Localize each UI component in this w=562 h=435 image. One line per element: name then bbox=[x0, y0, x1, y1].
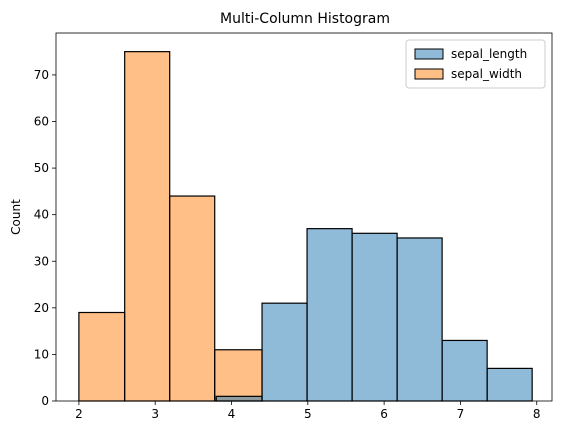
legend: sepal_length sepal_width bbox=[405, 39, 546, 89]
x-tick-label: 7 bbox=[457, 407, 465, 421]
sepal-length-bar bbox=[351, 232, 398, 402]
x-tick-label: 8 bbox=[533, 407, 541, 421]
sepal-length-bar bbox=[486, 367, 533, 402]
legend-label: sepal_width bbox=[451, 67, 522, 81]
sepal-width-bar bbox=[124, 51, 171, 402]
sepal-width-bar bbox=[214, 349, 263, 402]
y-axis-label: Count bbox=[9, 199, 23, 235]
chart-title: Multi-Column Histogram bbox=[220, 11, 390, 27]
legend-label: sepal_length bbox=[451, 47, 527, 61]
x-tick-label: 3 bbox=[151, 407, 159, 421]
bars-group bbox=[78, 51, 533, 402]
y-tick-label: 30 bbox=[34, 254, 49, 268]
y-tick-label: 20 bbox=[34, 301, 49, 315]
legend-swatch bbox=[414, 48, 444, 60]
sepal-length-bar bbox=[306, 228, 353, 402]
y-tick-label: 10 bbox=[34, 347, 49, 361]
x-tick-label: 4 bbox=[228, 407, 236, 421]
plot-frame bbox=[55, 32, 553, 402]
sepal-length-bar bbox=[441, 339, 488, 402]
y-tick-label: 50 bbox=[34, 161, 49, 175]
y-tick-label: 60 bbox=[34, 115, 49, 129]
y-tick-label: 40 bbox=[34, 208, 49, 222]
sepal-length-bar bbox=[215, 395, 263, 402]
sepal-width-bar bbox=[169, 195, 216, 402]
x-tick-label: 5 bbox=[304, 407, 312, 421]
sepal-length-bar bbox=[261, 302, 308, 402]
x-tick-label: 2 bbox=[75, 407, 83, 421]
sepal-width-bar bbox=[78, 311, 126, 402]
y-tick-label: 0 bbox=[41, 394, 49, 408]
y-tick-label: 70 bbox=[34, 68, 49, 82]
x-tick-label: 6 bbox=[380, 407, 388, 421]
y-axis: 0 10 20 30 40 50 60 70 bbox=[34, 68, 56, 408]
legend-swatch bbox=[414, 68, 444, 80]
x-axis: 2 3 4 5 6 7 8 bbox=[75, 401, 541, 421]
sepal-length-bar bbox=[396, 237, 443, 402]
